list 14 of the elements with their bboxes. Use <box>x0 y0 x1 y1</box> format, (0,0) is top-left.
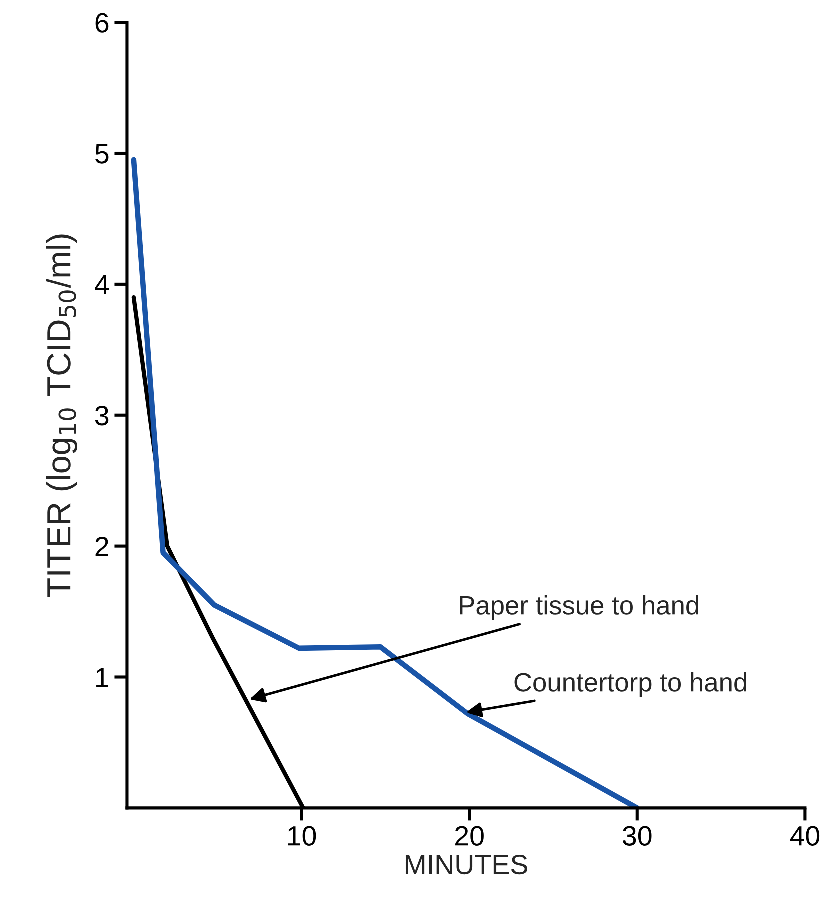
y-tick-label: 5 <box>96 144 109 164</box>
y-tick-label: 3 <box>95 406 109 426</box>
y-tick-label: 1 <box>96 668 109 688</box>
annotation: Paper tissue to hand <box>460 596 698 620</box>
y-tick-label: 4 <box>95 275 110 295</box>
y-axis-title: TITER (log$_{10}$ TCID$_{50}$/ml) <box>46 234 78 598</box>
annotation: Countertorp to hand <box>514 672 746 698</box>
y-tick-label: 2 <box>96 536 108 556</box>
x-axis-title: MINUTES <box>406 854 528 875</box>
x-tick-label: 30 <box>622 826 652 846</box>
x-tick-label: 20 <box>456 826 484 846</box>
x-tick-label: 10 <box>288 826 316 846</box>
y-tick-label: 6 <box>96 13 109 33</box>
x-tick-label: 40 <box>790 826 820 846</box>
